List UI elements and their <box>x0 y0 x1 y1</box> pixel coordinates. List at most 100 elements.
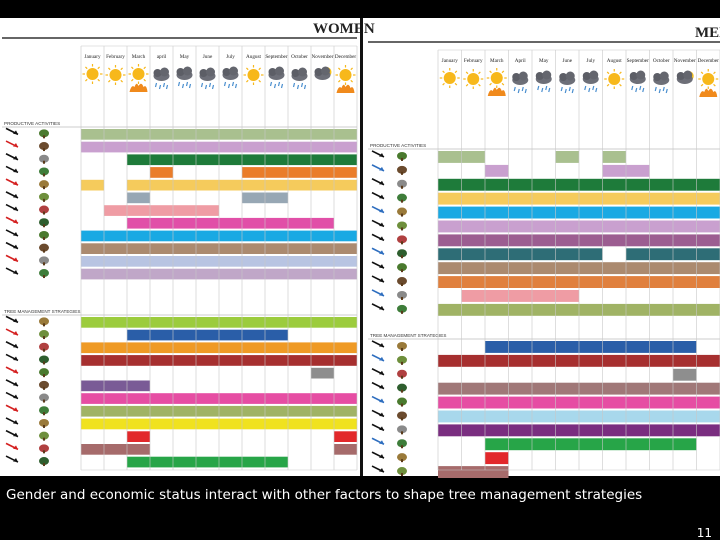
women-panel-bar-tree-3-m9 <box>265 342 288 354</box>
women-panel-bar-productive-9-m5 <box>173 230 196 242</box>
women-panel-activity-icon-productive-3 <box>39 154 49 164</box>
men-panel-bar-productive-3-m6 <box>555 178 579 191</box>
women-panel-bar-productive-1-m10 <box>288 129 311 140</box>
women-panel-bar-tree-12-m9 <box>265 456 288 468</box>
men-panel-bar-tree-8-m4 <box>508 438 532 451</box>
men-panel-bar-tree-10-m2 <box>461 466 485 478</box>
men-panel-bar-productive-6-m6 <box>555 220 579 233</box>
women-panel-bar-tree-8-m3 <box>127 405 150 417</box>
women-panel-bar-tree-3-m6 <box>196 342 219 354</box>
women-panel-bar-tree-8-m2 <box>104 405 127 417</box>
women-panel-bar-tree-11-m3 <box>127 444 150 455</box>
women-panel-bar-productive-12-m1 <box>81 268 104 280</box>
women-panel-arrow-productive-1 <box>5 127 19 136</box>
men-panel-bar-productive-7-m12 <box>696 234 720 247</box>
women-panel-bar-tree-4-m9 <box>265 355 288 366</box>
women-panel-bar-productive-12-m5 <box>173 268 196 280</box>
women-panel-activity-icon-tree-8 <box>39 406 49 416</box>
women-panel-bar-tree-4-m2 <box>104 355 127 366</box>
men-panel-bar-productive-9-m4 <box>508 262 532 275</box>
women-panel-bar-tree-12-m8 <box>242 456 265 468</box>
men-panel-bar-productive-12-m8 <box>602 303 626 316</box>
women-panel-arrow-productive-10 <box>5 241 19 250</box>
men-panel-bar-tree-8-m10 <box>649 438 673 451</box>
men-panel-bar-productive-6-m4 <box>508 220 532 233</box>
women-panel-bar-productive-2-m11 <box>311 141 334 153</box>
women-panel-bar-tree-8-m1 <box>81 405 104 417</box>
men-panel-bar-tree-5-m1 <box>438 396 462 409</box>
women-panel-month-10: October <box>291 54 308 60</box>
men-panel-bar-productive-9-m6 <box>555 262 579 275</box>
women-panel-bar-productive-12-m3 <box>127 268 150 280</box>
men-panel-bar-tree-2-m10 <box>649 354 673 367</box>
women-panel-bar-productive-2-m9 <box>265 141 288 153</box>
men-panel-section-productive: PRODUCTIVE ACTIVITIES <box>370 143 426 148</box>
men-panel-bar-productive-6-m10 <box>649 220 673 233</box>
men-panel-bar-tree-7-m5 <box>532 424 556 437</box>
women-panel-month-8: August <box>246 54 262 60</box>
women-panel-bar-tree-12-m3 <box>127 456 150 468</box>
men-panel-weather-icon-9 <box>629 70 646 93</box>
women-panel-bar-productive-7-m2 <box>104 205 127 216</box>
men-panel-activity-icon-productive-1 <box>397 151 407 161</box>
men-panel-activity-icon-tree-10 <box>397 467 407 477</box>
women-panel-bar-productive-12-m2 <box>104 268 127 280</box>
women-panel-bar-productive-11-m6 <box>196 256 219 267</box>
men-panel-bar-tree-6-m5 <box>532 410 556 423</box>
women-panel-bar-productive-7-m5 <box>173 205 196 216</box>
men-panel-bar-tree-8-m9 <box>626 438 650 451</box>
men-panel-bar-tree-1-m6 <box>555 341 579 353</box>
women-panel-bar-productive-2-m7 <box>219 141 242 153</box>
women-panel-arrow-productive-4 <box>5 165 19 174</box>
women-panel-bar-tree-7-m12 <box>334 393 357 404</box>
women-panel-bar-tree-3-m1 <box>81 342 104 354</box>
men-panel-arrow-productive-9 <box>371 261 385 269</box>
men-panel-bar-productive-12-m10 <box>649 303 673 316</box>
women-panel-bar-productive-1-m5 <box>173 129 196 140</box>
women-panel-bar-tree-8-m6 <box>196 405 219 417</box>
women-panel-bar-tree-4-m8 <box>242 355 265 366</box>
women-panel-bar-productive-9-m10 <box>288 230 311 242</box>
men-panel-month-2: February <box>464 58 483 64</box>
women-panel-bar-tree-6-m3 <box>127 380 150 392</box>
women-panel-arrow-tree-9 <box>5 417 19 425</box>
men-panel-arrow-tree-4 <box>371 381 385 390</box>
men-panel-bar-tree-6-m8 <box>602 410 626 423</box>
men-panel-month-8: August <box>607 58 623 64</box>
women-panel-bar-productive-3-m7 <box>219 154 242 166</box>
women-panel-bar-productive-3-m6 <box>196 154 219 166</box>
women-panel-bar-tree-7-m1 <box>81 393 104 404</box>
women-panel-bar-tree-9-m5 <box>173 418 196 430</box>
men-panel-arrow-tree-1 <box>371 340 385 348</box>
women-panel-arrow-productive-12 <box>5 267 19 275</box>
men-panel-bar-tree-4-m3 <box>485 382 509 395</box>
men-panel-bar-productive-4-m3 <box>485 192 509 205</box>
men-panel-bar-productive-3-m8 <box>602 178 626 191</box>
women-panel-arrow-productive-7 <box>5 203 19 212</box>
women-panel-bar-tree-8-m11 <box>311 405 334 417</box>
women-panel-bar-productive-2-m1 <box>81 141 104 153</box>
women-panel-bar-productive-10-m6 <box>196 243 219 254</box>
women-panel-bar-productive-11-m7 <box>219 256 242 267</box>
women-panel-bar-tree-2-m9 <box>265 329 288 341</box>
men-panel-bar-productive-8-m6 <box>555 248 579 261</box>
men-panel-bar-tree-8-m11 <box>673 438 697 451</box>
men-panel-bar-productive-12-m4 <box>508 303 532 316</box>
men-panel-activity-icon-tree-6 <box>397 411 407 421</box>
men-panel-bar-productive-5-m3 <box>485 206 509 219</box>
men-panel-arrow-tree-10 <box>371 465 385 473</box>
men-panel-bar-tree-5-m5 <box>532 396 556 409</box>
women-panel-bar-tree-8-m12 <box>334 405 357 417</box>
men-panel-bar-productive-10-m3 <box>485 276 509 288</box>
women-panel-bar-tree-1-m11 <box>311 317 334 328</box>
women-panel-bar-tree-8-m10 <box>288 405 311 417</box>
men-panel-bar-productive-12-m6 <box>555 303 579 316</box>
men-panel-bar-tree-4-m1 <box>438 382 462 395</box>
men-panel-bar-productive-6-m1 <box>438 220 462 233</box>
men-panel-bar-tree-2-m2 <box>461 354 485 367</box>
men-panel-bar-tree-8-m7 <box>579 438 603 451</box>
women-panel-bar-tree-8-m5 <box>173 405 196 417</box>
women-panel-bar-tree-4-m4 <box>150 355 173 366</box>
men-panel-arrow-productive-4 <box>371 191 385 200</box>
women-panel-bar-tree-1-m5 <box>173 317 196 328</box>
